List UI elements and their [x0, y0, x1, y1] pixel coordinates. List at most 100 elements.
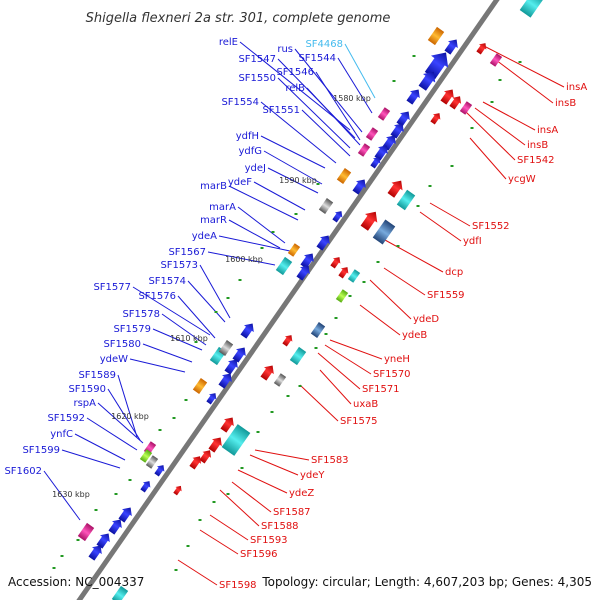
- gene-green[interactable]: [335, 289, 349, 303]
- gene-gray[interactable]: [145, 455, 159, 469]
- gene-label-yneh[interactable]: yneH: [384, 354, 410, 365]
- gene-blue[interactable]: [388, 120, 407, 140]
- gene-cyan[interactable]: [221, 424, 251, 456]
- gene-label-ydez[interactable]: ydeZ: [289, 488, 314, 499]
- gene-label-mara[interactable]: marA: [209, 202, 236, 213]
- gene-label-sf1551[interactable]: SF1551: [262, 105, 300, 116]
- gene-label-sf1567[interactable]: SF1567: [168, 247, 206, 258]
- gene-label-ynfc[interactable]: ynfC: [50, 429, 73, 440]
- gene-blue[interactable]: [230, 344, 249, 364]
- gene-blue[interactable]: [139, 479, 153, 494]
- gene-blue[interactable]: [216, 370, 235, 390]
- gene-cyan[interactable]: [519, 0, 545, 18]
- gene-label-sf1546[interactable]: SF1546: [276, 67, 314, 78]
- gene-label-sf1554[interactable]: SF1554: [221, 97, 259, 108]
- gene-label-dcp[interactable]: dcp: [445, 267, 463, 278]
- gene-label-sf1575[interactable]: SF1575: [340, 416, 378, 427]
- gene-orange[interactable]: [192, 378, 208, 394]
- gene-label-sf1552[interactable]: SF1552: [472, 221, 510, 232]
- gene-red[interactable]: [218, 414, 237, 434]
- gene-magenta[interactable]: [77, 522, 95, 542]
- gene-label-sf1559[interactable]: SF1559: [427, 290, 465, 301]
- gene-label-sf1588[interactable]: SF1588: [261, 521, 299, 532]
- gene-red[interactable]: [206, 434, 225, 454]
- gene-label-sf1574[interactable]: SF1574: [148, 276, 186, 287]
- gene-label-sf1570[interactable]: SF1570: [373, 369, 411, 380]
- gene-label-ydea[interactable]: ydeA: [192, 231, 217, 242]
- gene-label-sf1550[interactable]: SF1550: [238, 73, 276, 84]
- gene-blue[interactable]: [350, 176, 369, 196]
- gene-label-sf1583[interactable]: SF1583: [311, 455, 349, 466]
- gene-blue[interactable]: [94, 530, 113, 550]
- gene-label-sf1573[interactable]: SF1573: [160, 260, 198, 271]
- gene-magenta[interactable]: [377, 107, 391, 121]
- gene-label-sf1593[interactable]: SF1593: [250, 535, 288, 546]
- gene-blue[interactable]: [421, 47, 454, 82]
- gene-label-sf1596[interactable]: SF1596: [240, 549, 278, 560]
- gene-label-ydew[interactable]: ydeW: [100, 354, 128, 365]
- gene-label-yded[interactable]: ydeD: [413, 314, 439, 325]
- gene-red[interactable]: [281, 333, 295, 348]
- gene-blue[interactable]: [294, 262, 313, 282]
- gene-label-ycgw[interactable]: ycgW: [508, 174, 536, 185]
- gene-label-sf1599[interactable]: SF1599: [22, 445, 60, 456]
- gene-blue[interactable]: [369, 155, 383, 170]
- gene-label-ydef[interactable]: ydeF: [228, 177, 252, 188]
- gene-label-insb[interactable]: insB: [555, 98, 576, 109]
- gene-cyan[interactable]: [275, 256, 293, 276]
- gene-steelblue[interactable]: [372, 219, 396, 245]
- gene-label-sf1578[interactable]: SF1578: [122, 309, 160, 320]
- gene-gray[interactable]: [218, 340, 234, 356]
- gene-cyan[interactable]: [289, 346, 307, 366]
- gene-label-insa[interactable]: insA: [537, 125, 558, 136]
- gene-label-sf1590[interactable]: SF1590: [68, 384, 106, 395]
- gene-blue[interactable]: [205, 391, 219, 406]
- gene-label-sf1547[interactable]: SF1547: [238, 54, 276, 65]
- gene-orange[interactable]: [336, 168, 352, 184]
- gene-label-rus[interactable]: rus: [277, 44, 293, 55]
- gene-blue[interactable]: [394, 108, 413, 128]
- gene-orange[interactable]: [427, 26, 445, 46]
- gene-blue[interactable]: [404, 86, 423, 106]
- gene-magenta[interactable]: [365, 127, 379, 141]
- gene-label-sf1589[interactable]: SF1589: [78, 370, 116, 381]
- gene-red[interactable]: [258, 362, 277, 382]
- gene-label-insb[interactable]: insB: [527, 140, 548, 151]
- gene-label-marr[interactable]: marR: [200, 215, 227, 226]
- gene-label-ydey[interactable]: ydeY: [300, 470, 325, 481]
- gene-label-sf1544[interactable]: SF1544: [298, 53, 336, 64]
- gene-cyan[interactable]: [347, 269, 361, 283]
- gene-blue[interactable]: [331, 209, 345, 224]
- gene-label-ydfi[interactable]: ydfI: [463, 236, 482, 247]
- gene-label-ydej[interactable]: ydeJ: [245, 163, 266, 174]
- gene-blue[interactable]: [222, 356, 241, 376]
- gene-blue[interactable]: [372, 142, 391, 162]
- gene-blue[interactable]: [153, 463, 167, 478]
- gene-blue[interactable]: [416, 68, 440, 93]
- gene-label-sf1577[interactable]: SF1577: [93, 282, 131, 293]
- gene-blue[interactable]: [442, 36, 461, 56]
- gene-red[interactable]: [448, 93, 465, 110]
- gene-label-sf1580[interactable]: SF1580: [103, 339, 141, 350]
- gene-magenta[interactable]: [357, 143, 371, 157]
- gene-label-uxab[interactable]: uxaB: [353, 399, 378, 410]
- gene-label-sf1579[interactable]: SF1579: [113, 324, 151, 335]
- gene-label-relb[interactable]: relB: [285, 83, 305, 94]
- gene-blue[interactable]: [106, 516, 125, 536]
- gene-label-ydfg[interactable]: ydfG: [238, 146, 262, 157]
- gene-red[interactable]: [172, 484, 184, 496]
- gene-label-sf1602[interactable]: SF1602: [4, 466, 42, 477]
- gene-label-marb[interactable]: marB: [200, 181, 227, 192]
- gene-label-sf1576[interactable]: SF1576: [138, 291, 176, 302]
- gene-label-sf1542[interactable]: SF1542: [517, 155, 555, 166]
- gene-label-sf1592[interactable]: SF1592: [47, 413, 85, 424]
- gene-red[interactable]: [337, 265, 351, 280]
- gene-blue[interactable]: [238, 320, 257, 340]
- gene-blue[interactable]: [298, 250, 317, 270]
- gene-red[interactable]: [429, 111, 443, 126]
- gene-blue[interactable]: [86, 542, 105, 562]
- gene-orange[interactable]: [287, 243, 301, 257]
- gene-label-ydeb[interactable]: ydeB: [402, 330, 427, 341]
- gene-red[interactable]: [329, 255, 343, 270]
- gene-label-sf4468[interactable]: SF4468: [305, 39, 343, 50]
